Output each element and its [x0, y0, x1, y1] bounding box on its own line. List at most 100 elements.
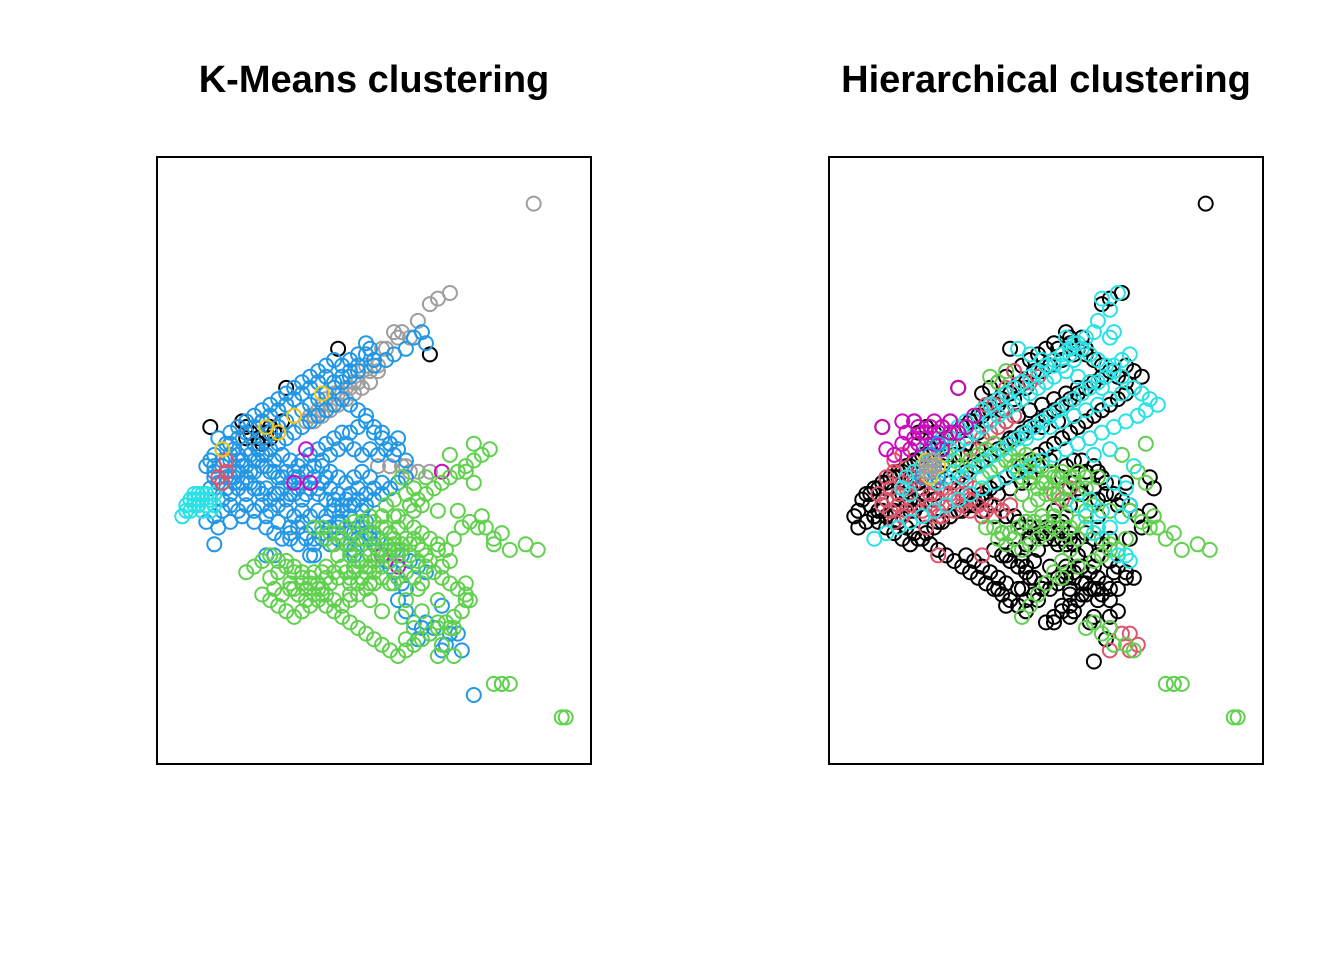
- kmeans-point: [206, 486, 223, 502]
- kmeans-point: [294, 575, 311, 592]
- hierarchical-point: [998, 402, 1015, 419]
- hierarchical-point: [1117, 530, 1134, 547]
- kmeans-point: [453, 603, 470, 620]
- kmeans-point: [302, 396, 319, 413]
- kmeans-point: [294, 502, 311, 519]
- kmeans-point: [298, 592, 315, 609]
- hierarchical-point: [954, 558, 971, 575]
- kmeans-point: [409, 491, 426, 508]
- hierarchical-point: [1062, 469, 1078, 486]
- hierarchical-point: [1062, 346, 1078, 363]
- hierarchical-point: [946, 463, 963, 480]
- kmeans-point: [441, 469, 458, 486]
- hierarchical-point: [1062, 525, 1078, 542]
- kmeans-point: [286, 580, 303, 597]
- hierarchical-point: [1002, 430, 1019, 447]
- kmeans-point: [413, 631, 430, 648]
- kmeans-point: [445, 530, 462, 547]
- kmeans-point: [286, 407, 303, 424]
- kmeans-point: [294, 491, 311, 508]
- hierarchical-point: [974, 407, 991, 424]
- kmeans-point: [326, 352, 343, 368]
- kmeans-point: [501, 541, 518, 558]
- hierarchical-point: [998, 379, 1015, 396]
- kmeans-point: [310, 486, 327, 502]
- hierarchical-point: [982, 379, 999, 396]
- kmeans-point: [238, 424, 255, 441]
- hierarchical-point: [942, 413, 959, 430]
- kmeans-point: [405, 569, 422, 586]
- hierarchical-point: [930, 541, 947, 558]
- hierarchical-point: [1097, 474, 1114, 491]
- kmeans-point: [270, 486, 287, 502]
- kmeans-point: [294, 474, 311, 491]
- hierarchical-point: [986, 519, 1003, 536]
- hierarchical-point: [1002, 525, 1019, 542]
- hierarchical-point: [1030, 363, 1046, 380]
- kmeans-point: [405, 519, 422, 536]
- kmeans-point: [326, 374, 343, 391]
- kmeans-point: [294, 385, 311, 402]
- kmeans-point: [202, 419, 219, 435]
- kmeans-point: [314, 452, 331, 469]
- hierarchical-point: [1077, 502, 1094, 519]
- kmeans-point: [457, 463, 474, 480]
- hierarchical-point: [966, 407, 983, 424]
- hierarchical-point: [922, 419, 939, 435]
- hierarchical-point: [970, 497, 987, 514]
- kmeans-point: [302, 474, 319, 491]
- kmeans-point: [413, 603, 430, 620]
- hierarchical-point: [990, 407, 1007, 424]
- kmeans-point: [525, 195, 542, 212]
- hierarchical-point: [1093, 296, 1110, 313]
- hierarchical-point: [1042, 407, 1058, 424]
- hierarchical-point: [1137, 435, 1154, 452]
- kmeans-point: [230, 452, 247, 469]
- hierarchical-point: [1125, 379, 1142, 396]
- hierarchical-point: [854, 491, 871, 508]
- kmeans-point: [282, 452, 299, 469]
- kmeans-point: [374, 519, 390, 536]
- hierarchical-point: [930, 547, 947, 564]
- kmeans-point: [302, 480, 319, 497]
- hierarchical-point: [874, 497, 891, 514]
- kmeans-point: [417, 486, 434, 502]
- hierarchical-point: [1030, 530, 1046, 547]
- hierarchical-point: [1002, 497, 1019, 514]
- hierarchical-point: [1121, 530, 1138, 547]
- kmeans-point: [390, 648, 406, 664]
- hierarchical-point: [946, 553, 963, 569]
- hierarchical-point: [1089, 352, 1106, 368]
- kmeans-point: [338, 435, 355, 452]
- hierarchical-point: [866, 530, 883, 547]
- kmeans-point: [262, 592, 279, 609]
- kmeans-point: [493, 675, 510, 692]
- hierarchical-point: [934, 435, 951, 452]
- hierarchical-point: [1022, 368, 1038, 385]
- kmeans-point: [441, 446, 458, 463]
- kmeans-point: [290, 519, 307, 536]
- hierarchical-point: [850, 519, 867, 536]
- hierarchical-point: [1081, 491, 1098, 508]
- kmeans-point: [222, 424, 239, 441]
- hierarchical-point: [990, 580, 1007, 597]
- hierarchical-point: [1101, 441, 1118, 458]
- hierarchical-point: [1006, 363, 1023, 380]
- hierarchical-point: [1058, 396, 1074, 413]
- hierarchical-point: [1054, 525, 1070, 542]
- hierarchical-point: [1133, 519, 1150, 536]
- kmeans-point: [342, 352, 358, 368]
- hierarchical-point: [1050, 413, 1066, 430]
- kmeans-point: [278, 553, 295, 569]
- hierarchical-point: [1069, 530, 1086, 547]
- hierarchical-point: [1065, 391, 1082, 408]
- kmeans-point: [390, 508, 406, 525]
- kmeans-point: [326, 502, 343, 519]
- hierarchical-point: [1229, 709, 1246, 726]
- kmeans-point: [246, 558, 263, 575]
- kmeans-point: [354, 553, 370, 569]
- kmeans-point: [302, 508, 319, 525]
- hierarchical-point: [1113, 352, 1130, 368]
- kmeans-point: [397, 592, 414, 609]
- hierarchical-point: [1089, 592, 1106, 609]
